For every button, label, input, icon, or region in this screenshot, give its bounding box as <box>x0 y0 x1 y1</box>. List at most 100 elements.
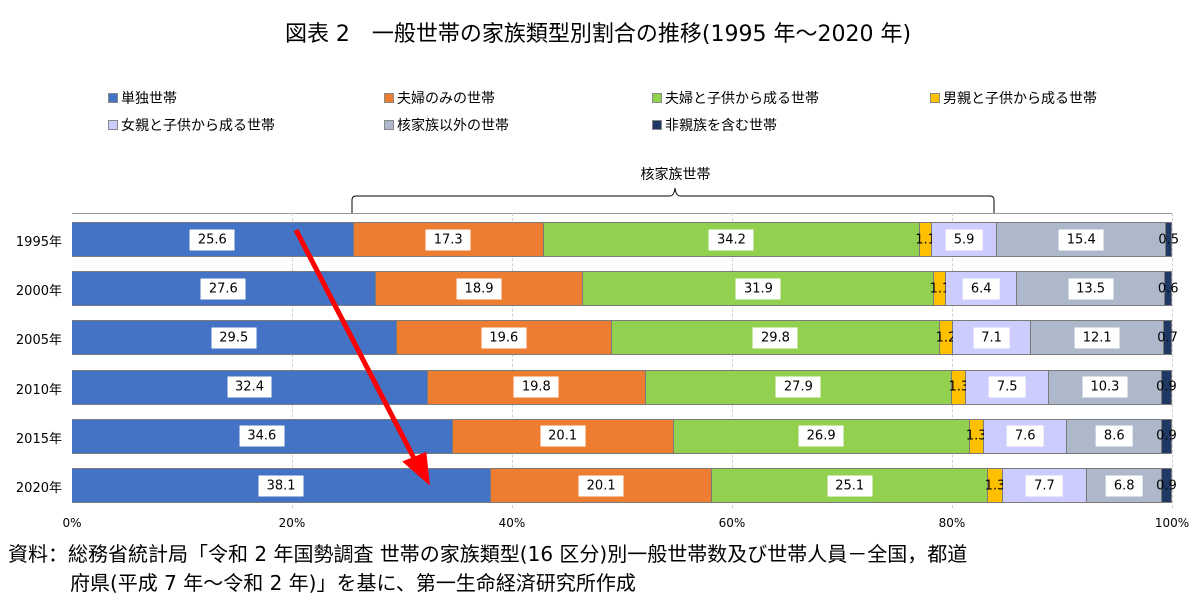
plot-area: 25.6 17.3 34.2 1.1 5.9 15.4 0.5 27.6 18.9 31.9 1.1… <box>72 213 1179 508</box>
bar-segment: 7.1 <box>953 320 1032 356</box>
bar-segment: 12.1 <box>1031 320 1165 356</box>
data-label: 7.7 <box>1026 475 1063 496</box>
data-label: 27.9 <box>775 376 821 398</box>
bar-segment: 8.6 <box>1067 418 1163 454</box>
bar-segment: 13.5 <box>1016 271 1166 307</box>
data-label: 15.4 <box>1058 229 1104 250</box>
data-label: 20.1 <box>578 475 624 496</box>
bar-segment: 0.9 <box>1156 418 1177 454</box>
legend-item: 単独世帯 <box>108 88 177 108</box>
bar-segment: 19.6 <box>396 320 613 356</box>
plot-top-border <box>72 213 1172 214</box>
data-label: 13.5 <box>1068 278 1114 300</box>
data-label: 1.2 <box>935 330 957 346</box>
bar-segment: 34.2 <box>543 222 921 257</box>
legend-swatch-icon <box>652 93 662 103</box>
data-label: 17.3 <box>425 229 471 250</box>
legend-swatch-icon <box>384 120 394 130</box>
bar-segment: 29.8 <box>612 320 940 356</box>
bar-segment: 7.5 <box>966 369 1049 405</box>
data-label: 20.1 <box>540 425 586 447</box>
legend-item: 非親族を含む世帯 <box>652 115 777 135</box>
legend-swatch-icon <box>930 93 940 103</box>
bar-segment: 19.8 <box>428 369 646 405</box>
data-label: 1.1 <box>915 232 936 247</box>
data-label: 1.3 <box>984 478 1006 493</box>
bar-segment: 27.9 <box>645 369 953 405</box>
bar-segment: 1.3 <box>966 418 987 454</box>
data-label: 29.8 <box>753 327 798 349</box>
data-label: 32.4 <box>227 376 272 398</box>
data-label: 26.9 <box>798 425 844 447</box>
nuclear-family-bracket-label: 核家族世帯 <box>640 167 711 183</box>
data-label: 10.3 <box>1082 376 1128 398</box>
data-label: 19.8 <box>513 376 559 398</box>
data-label: 1.3 <box>948 379 970 395</box>
data-label: 18.9 <box>456 278 502 300</box>
bar-segment: 1.3 <box>948 369 969 405</box>
bar-segment: 6.8 <box>1087 468 1163 503</box>
bar-segment: 25.6 <box>72 222 354 257</box>
y-axis-label: 2015年 <box>15 431 62 447</box>
bar-segment: 0.9 <box>1156 468 1177 503</box>
x-tick: 0% <box>62 516 82 530</box>
bar-segment: 1.1 <box>915 222 936 257</box>
bar-segment: 27.6 <box>72 271 376 307</box>
bar-segment: 1.2 <box>936 320 956 356</box>
y-axis-label: 2010年 <box>15 382 62 398</box>
legend-swatch-icon <box>108 93 118 103</box>
data-label: 0.9 <box>1156 428 1177 444</box>
bar-segment: 38.1 <box>72 468 492 503</box>
data-label: 25.6 <box>189 229 235 250</box>
bar-segment: 7.7 <box>1002 468 1088 503</box>
data-label: 0.6 <box>1157 281 1179 297</box>
data-label: 7.6 <box>1006 425 1044 447</box>
data-label: 1.1 <box>929 281 951 297</box>
bar-segment: 25.1 <box>712 468 989 503</box>
gridline <box>952 213 953 508</box>
bar-segment: 5.9 <box>932 222 998 257</box>
data-label: 31.9 <box>735 278 781 300</box>
chart-title: 図表 2 一般世帯の家族類型別割合の推移(1995 年～2020 年) <box>284 22 912 47</box>
data-label: 0.9 <box>1156 478 1177 493</box>
source-note: 資料：総務省統計局「令和 2 年国勢調査 世帯の家族類型(16 区分)別一般世帯… <box>8 540 967 598</box>
bar-segment: 18.9 <box>375 271 584 307</box>
bar-segment: 0.5 <box>1158 222 1179 257</box>
bar-row: 29.5 19.6 29.8 1.2 7.1 12.1 0.7 <box>72 320 1178 356</box>
gridline <box>292 213 293 508</box>
legend-swatch-icon <box>652 120 662 130</box>
data-label: 5.9 <box>945 229 983 250</box>
y-axis-label: 2020年 <box>15 481 62 496</box>
bar-segment: 1.1 <box>930 271 950 307</box>
data-label: 6.8 <box>1105 475 1143 496</box>
bar-segment: 31.9 <box>583 271 935 307</box>
bracket-icon <box>351 187 995 213</box>
data-label: 0.9 <box>1156 379 1177 395</box>
gridline <box>1172 213 1173 508</box>
legend-item: 夫婦のみの世帯 <box>384 88 495 108</box>
legend-item: 男親と子供から成る世帯 <box>930 88 1097 108</box>
data-label: 38.1 <box>258 475 304 496</box>
gridline <box>512 213 513 508</box>
data-label: 34.2 <box>709 229 754 250</box>
bar-segment: 0.7 <box>1157 320 1178 356</box>
legend-item: 女親と子供から成る世帯 <box>108 115 275 135</box>
x-tick: 60% <box>718 516 746 530</box>
bar-segment: 0.9 <box>1156 369 1177 405</box>
data-label: 34.6 <box>239 425 285 447</box>
data-label: 8.6 <box>1095 425 1133 447</box>
bar-segment: 20.1 <box>452 418 674 454</box>
data-label: 19.6 <box>481 327 527 349</box>
x-tick: 20% <box>278 516 306 530</box>
data-label: 29.5 <box>211 327 257 349</box>
x-tick: 40% <box>498 516 526 530</box>
y-axis-label: 1995年 <box>15 235 62 250</box>
data-label: 6.4 <box>962 278 1000 300</box>
x-tick: 100% <box>1154 516 1190 530</box>
legend-item: 核家族以外の世帯 <box>384 115 509 135</box>
legend-swatch-icon <box>108 120 118 130</box>
bar-segment: 26.9 <box>673 418 970 454</box>
bar-segment: 20.1 <box>491 468 713 503</box>
bar-segment: 34.6 <box>72 418 453 454</box>
y-axis-label: 2005年 <box>15 333 62 349</box>
